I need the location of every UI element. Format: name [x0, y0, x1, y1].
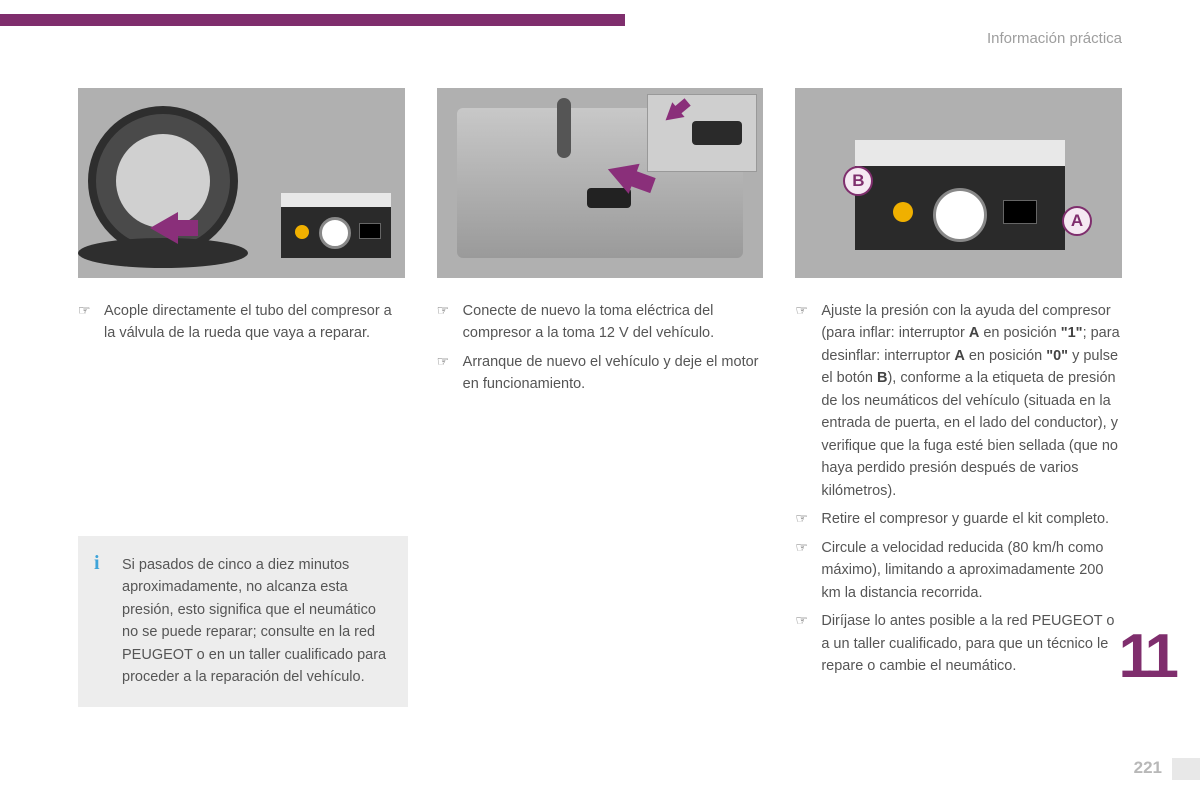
yellow-button-icon: [893, 202, 913, 222]
bullet-text: Circule a velocidad reducida (80 km/h co…: [821, 537, 1122, 604]
page-number-bg: [1172, 758, 1200, 780]
bullet-hand-icon: ☞: [78, 300, 104, 321]
bullet-hand-icon: ☞: [437, 300, 463, 321]
info-text: Si pasados de cinco a diez minutos aprox…: [122, 554, 390, 689]
compressor-large-icon: [855, 140, 1065, 250]
list-item: ☞ Circule a velocidad reducida (80 km/h …: [795, 537, 1122, 604]
gauge-icon: [933, 188, 987, 242]
gearshift-icon: [557, 98, 571, 158]
switch-icon: [1003, 200, 1037, 224]
yellow-button-icon: [295, 225, 309, 239]
bullet-text: Acople directamente el tubo del compreso…: [104, 300, 405, 345]
list-item: ☞ Acople directamente el tubo del compre…: [78, 300, 405, 345]
arrow-icon: [150, 212, 178, 244]
section-header: Información práctica: [987, 30, 1122, 47]
list-item: ☞ Retire el compresor y guarde el kit co…: [795, 508, 1122, 530]
chapter-number: 11: [1118, 621, 1174, 692]
illustration-tire-compressor: [78, 88, 405, 278]
bullet-text: Ajuste la presión con la ayuda del compr…: [821, 300, 1122, 502]
switch-icon: [359, 223, 381, 239]
bullet-hand-icon: ☞: [795, 610, 821, 631]
info-callout-box: i Si pasados de cinco a diez minutos apr…: [78, 536, 408, 707]
bullet-hand-icon: ☞: [795, 537, 821, 558]
arrow-icon: [660, 102, 685, 128]
bullet-text: Diríjase lo antes posible a la red PEUGE…: [821, 610, 1122, 677]
bullet-text: Arranque de nuevo el vehículo y deje el …: [463, 351, 764, 396]
gauge-icon: [319, 217, 351, 249]
bullet-hand-icon: ☞: [795, 300, 821, 321]
illustration-console-12v: [437, 88, 764, 278]
column-3: B A ☞ Ajuste la presión con la ayuda del…: [795, 88, 1122, 684]
col3-list: ☞ Ajuste la presión con la ayuda del com…: [795, 300, 1122, 684]
column-2: ☞ Conecte de nuevo la toma eléctrica del…: [437, 88, 764, 684]
col2-list: ☞ Conecte de nuevo la toma eléctrica del…: [437, 300, 764, 402]
car-key-icon: [692, 121, 742, 145]
key-inset-panel: [647, 94, 757, 172]
list-item: ☞ Conecte de nuevo la toma eléctrica del…: [437, 300, 764, 345]
compressor-icon: [281, 193, 391, 258]
bullet-hand-icon: ☞: [795, 508, 821, 529]
page-number: 221: [1134, 758, 1162, 778]
list-item: ☞ Arranque de nuevo el vehículo y deje e…: [437, 351, 764, 396]
list-item: ☞ Diríjase lo antes posible a la red PEU…: [795, 610, 1122, 677]
top-accent-bar: [0, 14, 625, 26]
bullet-hand-icon: ☞: [437, 351, 463, 372]
list-item: ☞ Ajuste la presión con la ayuda del com…: [795, 300, 1122, 502]
label-a-badge: A: [1062, 206, 1092, 236]
illustration-compressor-controls: B A: [795, 88, 1122, 278]
bullet-text: Retire el compresor y guarde el kit comp…: [821, 508, 1109, 530]
bullet-text: Conecte de nuevo la toma eléctrica del c…: [463, 300, 764, 345]
info-icon: i: [94, 552, 100, 575]
col1-list: ☞ Acople directamente el tubo del compre…: [78, 300, 405, 351]
